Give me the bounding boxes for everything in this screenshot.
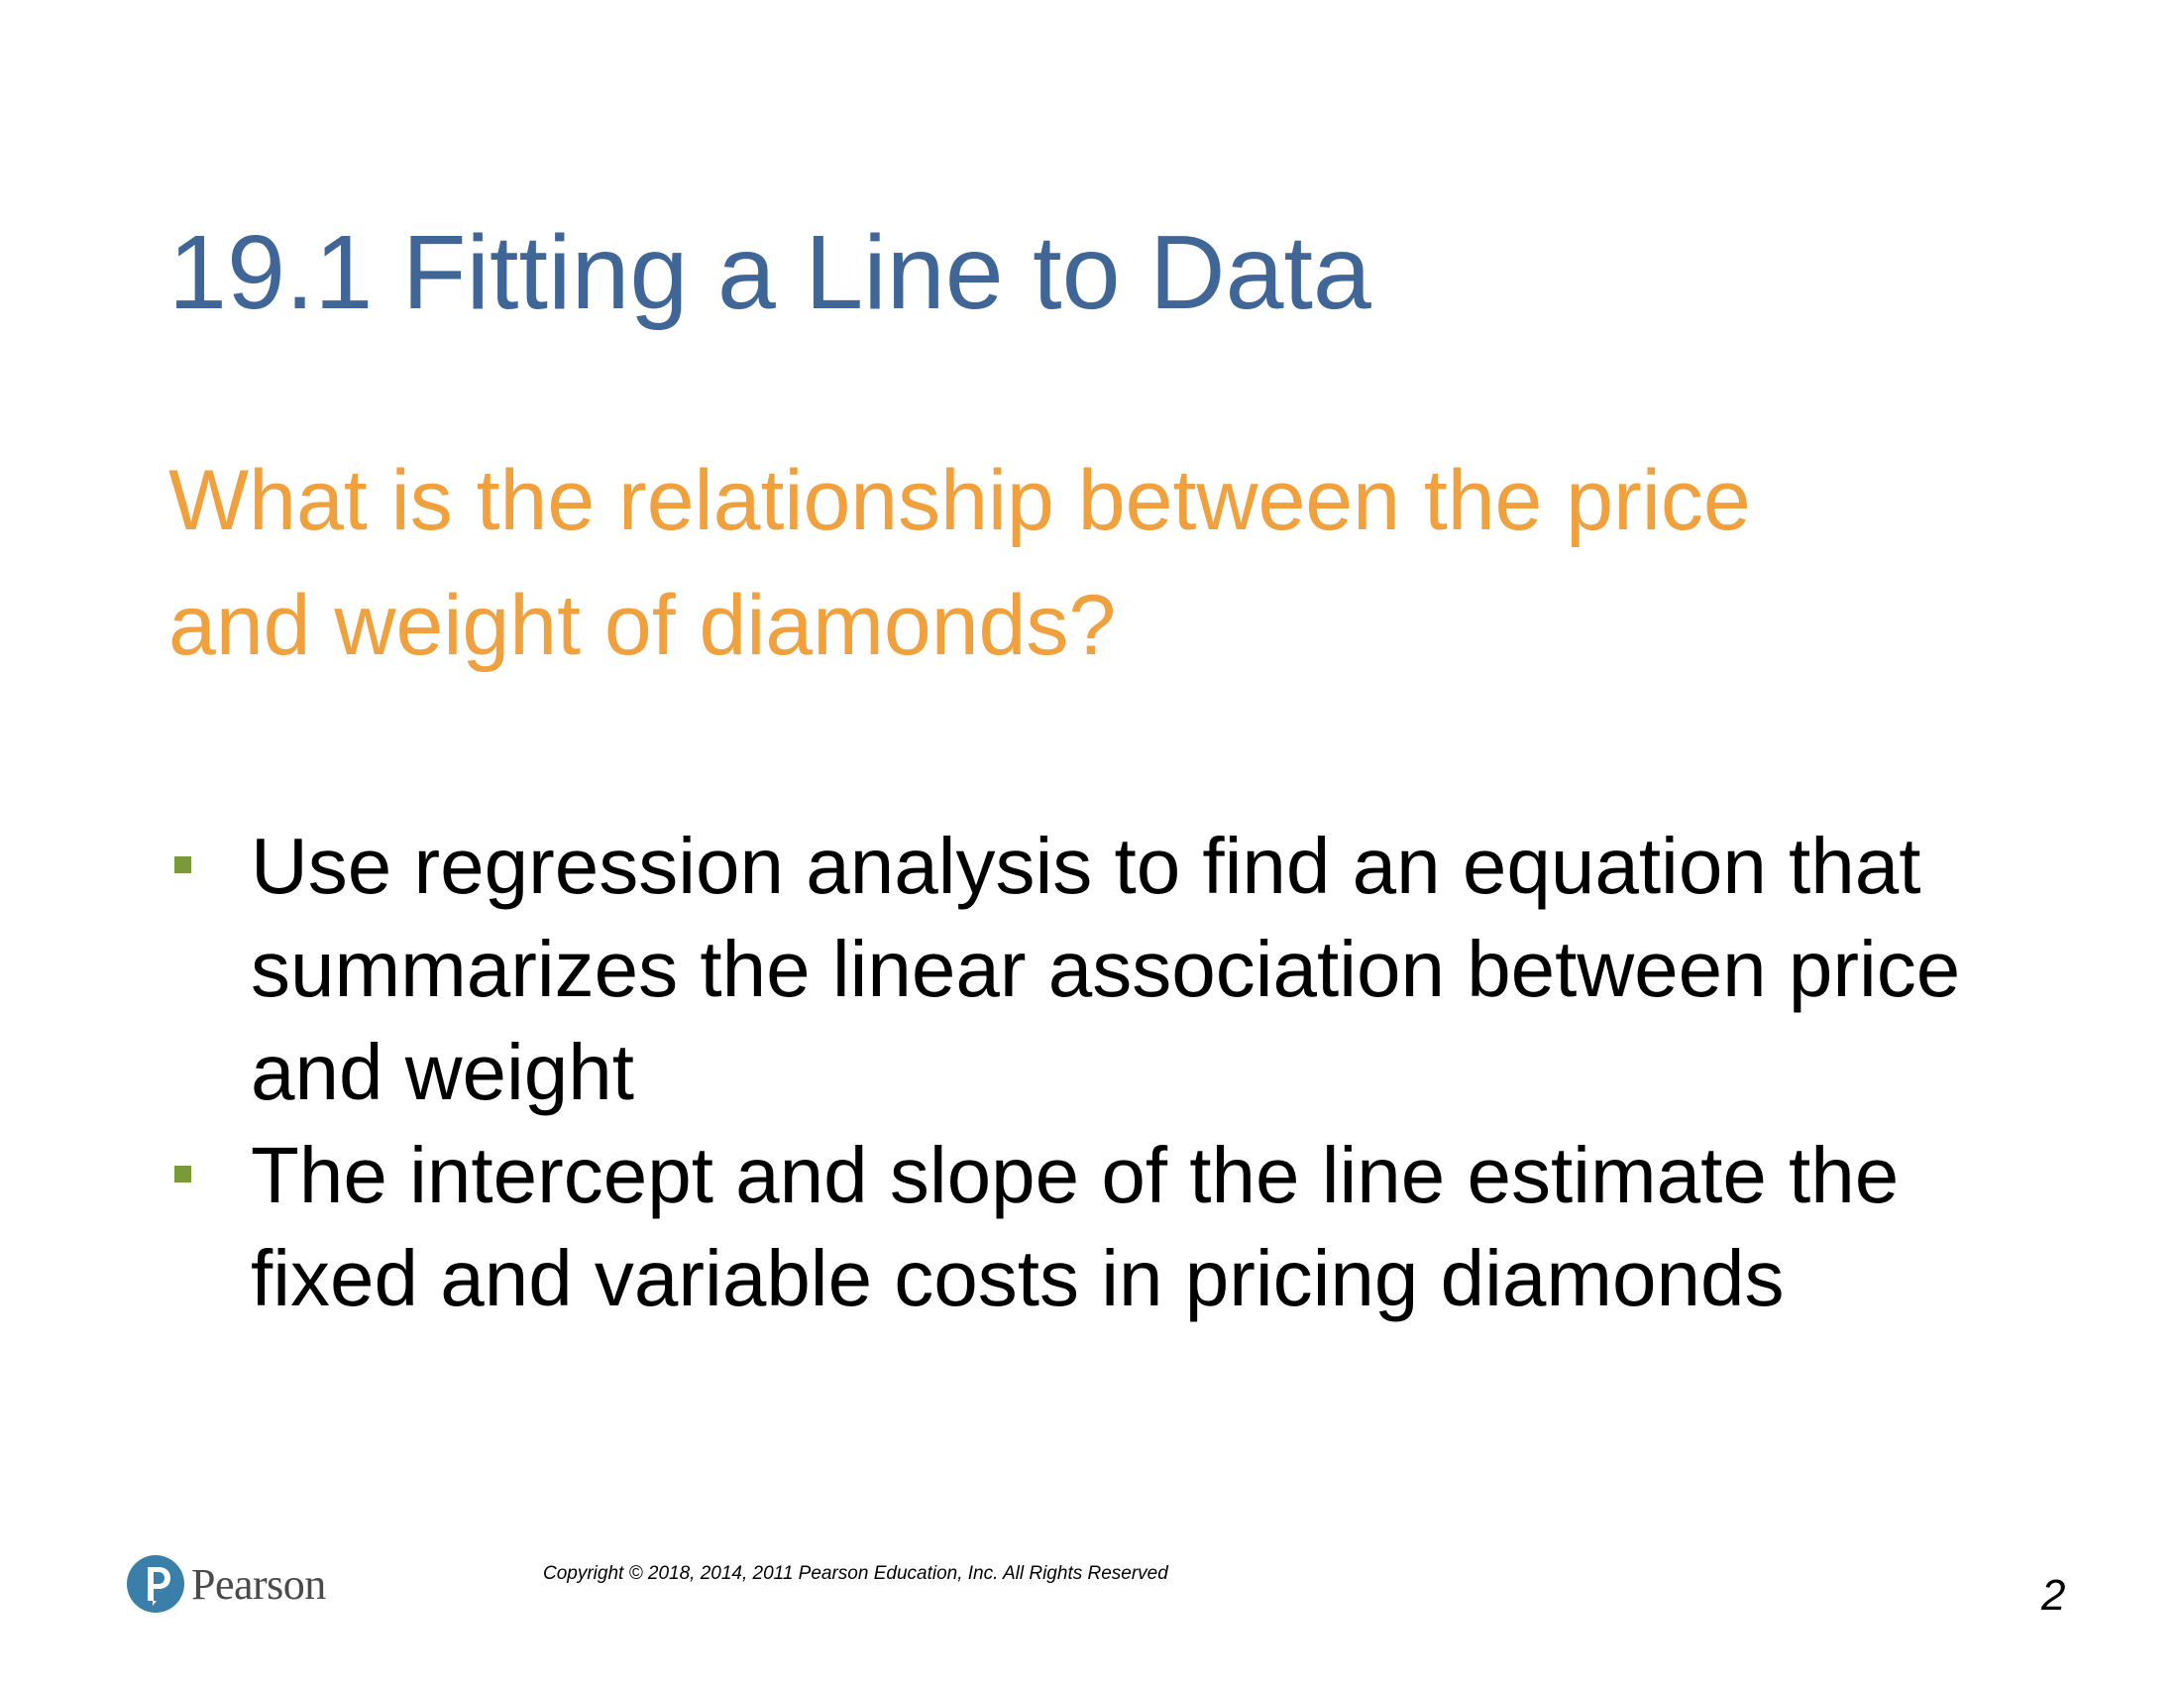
pearson-logo-text: Pearson [191,1559,326,1609]
bullet-item: Use regression analysis to find an equat… [168,815,2101,1124]
slide-subtitle: What is the relationship between the pri… [168,438,2051,688]
square-bullet-icon [174,856,191,873]
subtitle-line: and weight of diamonds? [168,578,1117,673]
bullet-line: Use regression analysis to find an equat… [251,822,1921,910]
page-number: 2 [2041,1571,2066,1620]
bullet-item: The intercept and slope of the line esti… [168,1124,2101,1330]
bullet-list: Use regression analysis to find an equat… [168,815,2101,1330]
subtitle-line: What is the relationship between the pri… [168,453,1751,548]
bullet-line: The intercept and slope of the line esti… [251,1131,1900,1219]
pearson-logo: Pearson [126,1551,326,1617]
slide-title: 19.1 Fitting a Line to Data [168,214,1371,331]
square-bullet-icon [174,1166,191,1182]
bullet-line: and weight [251,1028,634,1116]
bullet-text: Use regression analysis to find an equat… [251,815,2101,1124]
copyright-notice: Copyright © 2018, 2014, 2011 Pearson Edu… [543,1563,1168,1584]
pearson-p-logo-icon [127,1555,184,1613]
bullet-text: The intercept and slope of the line esti… [251,1124,2101,1330]
bullet-line: summarizes the linear association betwee… [251,925,1961,1013]
bullet-line: fixed and variable costs in pricing diam… [251,1234,1785,1322]
